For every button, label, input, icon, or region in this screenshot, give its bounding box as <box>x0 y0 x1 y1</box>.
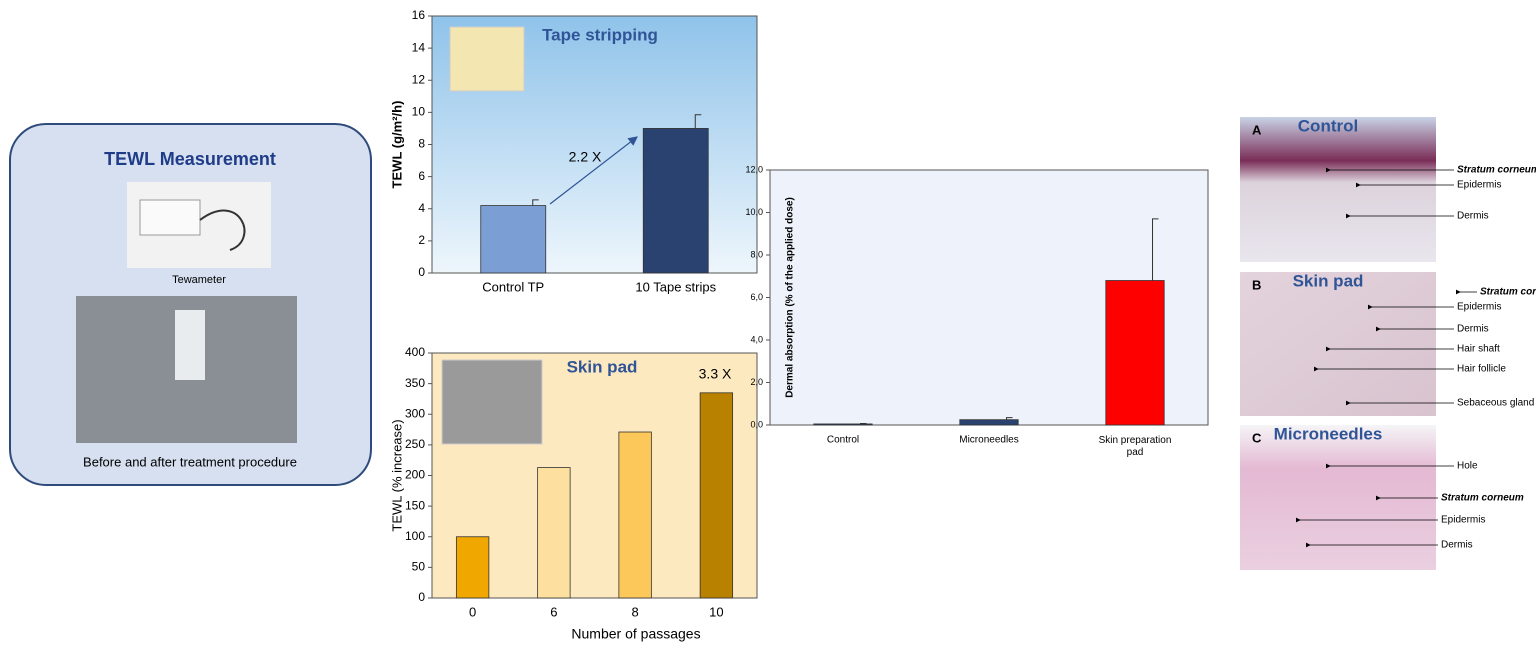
histology-label: Hair shaft <box>1457 344 1500 355</box>
histology-label: Epidermis <box>1457 302 1501 313</box>
y-tick-label: 8 <box>418 137 425 151</box>
y-tick-label: 300 <box>405 406 425 420</box>
y-tick-label: 16 <box>412 8 426 22</box>
panel-title: Control <box>1298 116 1358 135</box>
y-tick-label: 12,0 <box>745 164 763 174</box>
bar <box>456 537 489 598</box>
x-tick-label: 8 <box>632 604 639 619</box>
panel-letter: B <box>1252 277 1261 292</box>
y-tick-label: 0 <box>418 265 425 279</box>
bar <box>619 432 652 598</box>
histology-label: Dermis <box>1441 540 1473 551</box>
device-label: Tewameter <box>172 274 226 286</box>
annotation: 3.3 X <box>699 366 732 382</box>
x-tick-label: Control <box>827 435 859 446</box>
y-tick-label: 200 <box>405 468 425 482</box>
annotation: 2.2 X <box>569 149 602 165</box>
y-axis-label: Dermal absorption (% of the applied dose… <box>785 197 796 398</box>
x-tick-label: 10 <box>709 604 723 619</box>
bar <box>481 206 546 273</box>
histology-label: Hole <box>1457 461 1478 472</box>
bar <box>1106 281 1164 426</box>
probe-icon <box>175 310 205 380</box>
bar <box>814 424 872 425</box>
y-tick-label: 0 <box>418 590 425 604</box>
y-tick-label: 4,0 <box>750 334 763 344</box>
y-tick-label: 6 <box>418 169 425 183</box>
chart-title: Tape stripping <box>542 25 658 44</box>
x-tick-label: 0 <box>469 604 476 619</box>
y-tick-label: 250 <box>405 437 425 451</box>
y-tick-label: 12 <box>412 72 426 86</box>
y-axis-label: TEWL (% increase) <box>389 419 404 531</box>
y-tick-label: 10 <box>412 105 426 119</box>
inset-image <box>450 27 524 91</box>
panel-title: Microneedles <box>1274 424 1383 443</box>
histology-label: Dermis <box>1457 324 1489 335</box>
histology-label: Epidermis <box>1441 515 1485 526</box>
bar <box>643 128 708 273</box>
bar <box>700 393 733 598</box>
y-tick-label: 150 <box>405 498 425 512</box>
bar <box>960 420 1018 425</box>
y-tick-label: 0,0 <box>750 419 763 429</box>
y-tick-label: 10,0 <box>745 207 763 217</box>
x-tick-label: Control TP <box>482 279 544 294</box>
x-tick-label: 6 <box>550 604 557 619</box>
device-icon <box>140 200 200 235</box>
panel-letter: C <box>1252 430 1262 445</box>
y-tick-label: 400 <box>405 345 425 359</box>
y-tick-label: 350 <box>405 376 425 390</box>
y-tick-label: 4 <box>418 201 425 215</box>
histology-label: Epidermis <box>1457 180 1501 191</box>
histology-label: Stratum corneum <box>1441 493 1524 504</box>
histology-label: Sebaceous gland <box>1457 398 1534 409</box>
y-tick-label: 6,0 <box>750 292 763 302</box>
bar <box>538 468 571 598</box>
histology-label: Hair follicle <box>1457 364 1506 375</box>
histology-image <box>1240 425 1436 570</box>
y-tick-label: 14 <box>412 40 426 54</box>
panel-title: Skin pad <box>1293 271 1364 290</box>
measurement-caption: Before and after treatment procedure <box>83 454 297 469</box>
y-tick-label: 2,0 <box>750 377 763 387</box>
panel-letter: A <box>1252 122 1262 137</box>
y-tick-label: 8,0 <box>750 249 763 259</box>
inset-image <box>442 360 542 444</box>
x-tick-label: 10 Tape strips <box>635 279 716 294</box>
histology-label: Dermis <box>1457 211 1489 222</box>
histology-image <box>1240 117 1436 262</box>
y-axis-label: TEWL (g/m²/h) <box>389 101 404 189</box>
histology-label: Stratum corneum <box>1457 165 1536 176</box>
measurement-title: TEWL Measurement <box>104 149 276 169</box>
y-tick-label: 50 <box>412 560 426 574</box>
x-tick-label: Microneedles <box>959 435 1018 446</box>
histology-image <box>1240 272 1436 416</box>
histology-label: Stratum corneum <box>1480 287 1536 298</box>
y-tick-label: 100 <box>405 529 425 543</box>
chart-title: Skin pad <box>567 357 638 376</box>
x-axis-label: Number of passages <box>571 626 700 642</box>
y-tick-label: 2 <box>418 233 425 247</box>
